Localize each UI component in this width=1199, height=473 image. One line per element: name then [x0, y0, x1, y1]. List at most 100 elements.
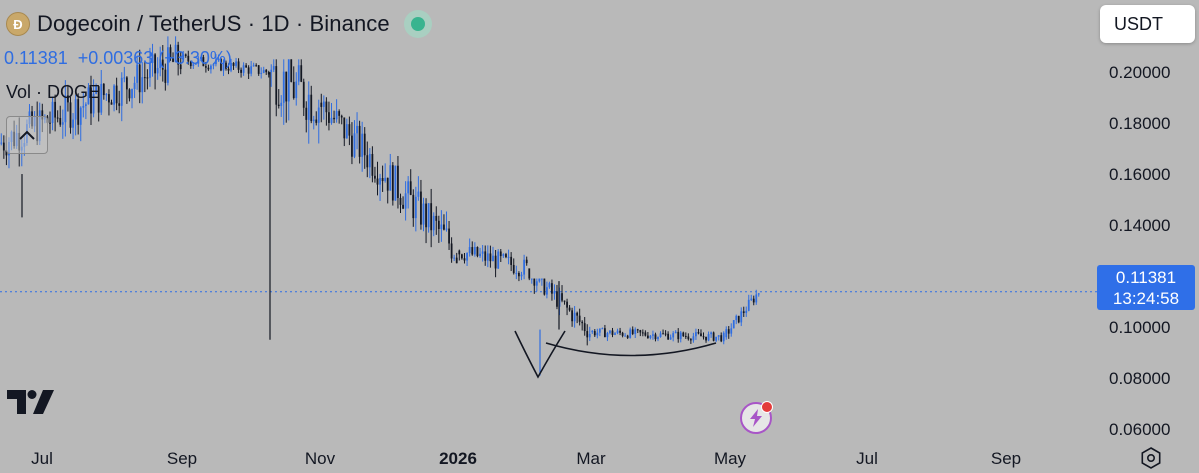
candle-body — [494, 255, 497, 269]
candle-body — [697, 332, 700, 334]
candle-body — [551, 283, 553, 294]
candle-body — [156, 67, 159, 74]
candle-body — [270, 69, 273, 73]
candle-body — [0, 142, 3, 144]
lightning-icon — [750, 409, 762, 427]
candle-body — [646, 335, 649, 338]
candle-body — [720, 335, 723, 342]
candle-body — [512, 264, 515, 274]
alerts-bolt-button[interactable] — [740, 401, 773, 434]
candle-body — [518, 273, 520, 277]
candle-body — [391, 165, 394, 201]
candle-body — [2, 142, 5, 151]
symbol-header[interactable]: Ð Dogecoin / TetherUS · 1D · Binance — [6, 10, 432, 38]
candle-body — [312, 119, 315, 122]
candle-body — [64, 95, 67, 123]
candle-body — [445, 228, 448, 230]
candle-body — [315, 119, 318, 123]
candle-body — [97, 86, 100, 113]
time-axis[interactable]: Jul Sep Nov 2026 Mar May Jul Sep — [31, 449, 1021, 468]
candle-body — [596, 332, 599, 336]
candle-body — [546, 287, 548, 295]
candle-body — [128, 89, 131, 99]
candle-body — [448, 228, 450, 244]
tradingview-logo-icon[interactable] — [7, 390, 55, 416]
candle-body — [138, 64, 141, 93]
candle-body — [108, 94, 110, 103]
candle-body — [443, 224, 445, 230]
candle-body — [533, 278, 536, 286]
time-tick-label: Nov — [305, 449, 336, 468]
market-open-icon — [403, 10, 432, 38]
candle-body — [340, 115, 343, 118]
candle-body — [755, 294, 758, 303]
candle-body — [732, 320, 735, 329]
candle-body — [41, 110, 44, 120]
candle-body — [305, 107, 308, 120]
candle-body — [217, 59, 220, 61]
candle-body — [169, 47, 172, 58]
candle-body — [242, 65, 245, 73]
price-axis[interactable]: 0.200000.180000.160000.140000.120000.100… — [1109, 63, 1170, 439]
candle-body — [230, 62, 232, 71]
candle-body — [641, 332, 644, 334]
candle-body — [67, 95, 69, 103]
candle-body — [588, 333, 591, 338]
candle-body — [351, 135, 353, 157]
candle-body — [381, 178, 384, 182]
price-tick-label: 0.14000 — [1109, 216, 1170, 235]
candle-body — [348, 124, 351, 136]
candle-body — [481, 251, 484, 254]
candle-body — [257, 65, 260, 74]
candle-body — [672, 333, 675, 338]
candle-body — [629, 329, 632, 338]
candle-body — [695, 332, 697, 337]
candle-body — [333, 117, 335, 120]
candle-body — [182, 54, 185, 60]
price-tick-label: 0.16000 — [1109, 165, 1170, 184]
candle-body — [561, 293, 563, 301]
candle-body — [735, 315, 738, 321]
candle-body — [174, 44, 177, 62]
candle-body — [414, 196, 417, 219]
rounded-bottom-drawing[interactable] — [545, 342, 717, 357]
time-tick-label: May — [714, 449, 747, 468]
candle-body — [59, 118, 62, 125]
candle-body — [657, 336, 659, 340]
candle-body — [636, 329, 639, 331]
candle-body — [356, 125, 358, 134]
candle-body — [92, 93, 95, 114]
candle-body — [330, 117, 333, 123]
candle-body — [578, 315, 581, 322]
candle-body — [624, 335, 627, 337]
collapse-indicators-button[interactable] — [6, 116, 48, 154]
candle-body — [338, 111, 341, 116]
candle-body — [563, 300, 566, 302]
symbol-title[interactable]: Dogecoin / TetherUS · 1D · Binance — [37, 11, 390, 36]
candle-body — [245, 65, 248, 68]
candle-body — [639, 330, 642, 333]
candle-body — [232, 62, 235, 66]
candle-body — [677, 331, 680, 340]
currency-select[interactable]: USDT — [1100, 5, 1195, 43]
candle-body — [417, 191, 420, 197]
candle-body — [525, 259, 528, 264]
candle-body — [287, 59, 290, 102]
candle-body — [317, 107, 320, 123]
candle-body — [497, 251, 500, 269]
candle-body — [215, 59, 217, 65]
candle-body — [394, 165, 397, 201]
candle-body — [682, 332, 685, 337]
last-price-value: 0.11381 — [1115, 268, 1177, 287]
candle-body — [275, 66, 278, 105]
candle-body — [425, 203, 427, 228]
v-bottom-drawing[interactable] — [514, 330, 566, 379]
candle-body — [192, 64, 195, 67]
settings-icon[interactable] — [1140, 447, 1162, 469]
candle-body — [717, 335, 720, 337]
volume-indicator-label[interactable]: Vol · DOGE — [6, 82, 101, 102]
candle-body — [649, 335, 652, 338]
candle-body — [707, 334, 710, 341]
candle-body — [409, 181, 412, 195]
